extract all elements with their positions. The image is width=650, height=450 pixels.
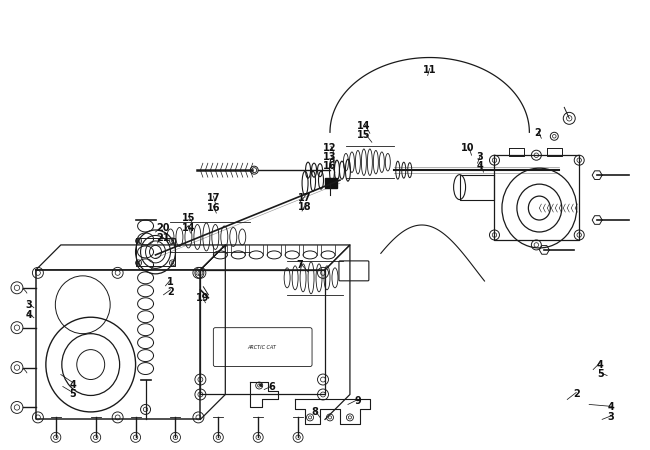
Text: 3: 3 bbox=[25, 300, 32, 310]
Text: 21: 21 bbox=[156, 233, 169, 243]
Text: 17: 17 bbox=[207, 193, 220, 203]
Text: 5: 5 bbox=[597, 369, 603, 378]
Text: 16: 16 bbox=[207, 203, 220, 213]
Text: 1: 1 bbox=[167, 277, 174, 287]
Text: 6: 6 bbox=[269, 382, 276, 392]
Text: 11: 11 bbox=[423, 66, 436, 76]
Text: 3: 3 bbox=[476, 152, 483, 162]
Text: 16: 16 bbox=[323, 161, 337, 171]
Text: 5: 5 bbox=[70, 390, 76, 400]
Text: 4: 4 bbox=[25, 310, 32, 320]
Text: 3: 3 bbox=[608, 412, 614, 423]
Text: 20: 20 bbox=[156, 223, 169, 233]
Text: 18: 18 bbox=[298, 202, 312, 212]
Text: 2: 2 bbox=[167, 287, 174, 297]
Text: 19: 19 bbox=[196, 293, 209, 303]
Text: 7: 7 bbox=[296, 260, 304, 270]
Bar bbox=[325, 178, 337, 188]
Text: ARCTIC CAT: ARCTIC CAT bbox=[248, 345, 277, 350]
Text: 13: 13 bbox=[323, 152, 337, 162]
Text: 10: 10 bbox=[461, 143, 474, 153]
Text: 2: 2 bbox=[573, 390, 580, 400]
Text: 15: 15 bbox=[181, 213, 195, 223]
Text: 4: 4 bbox=[476, 161, 483, 171]
Text: 14: 14 bbox=[357, 122, 370, 131]
Text: 4: 4 bbox=[608, 402, 614, 413]
Text: 15: 15 bbox=[357, 130, 370, 140]
Text: 9: 9 bbox=[354, 396, 361, 406]
Text: 8: 8 bbox=[311, 407, 318, 418]
Text: 17: 17 bbox=[298, 193, 312, 203]
Text: 12: 12 bbox=[323, 143, 337, 153]
Text: 2: 2 bbox=[534, 128, 541, 138]
Text: 4: 4 bbox=[597, 360, 603, 369]
Text: 4: 4 bbox=[70, 379, 76, 390]
Text: 14: 14 bbox=[181, 223, 195, 233]
